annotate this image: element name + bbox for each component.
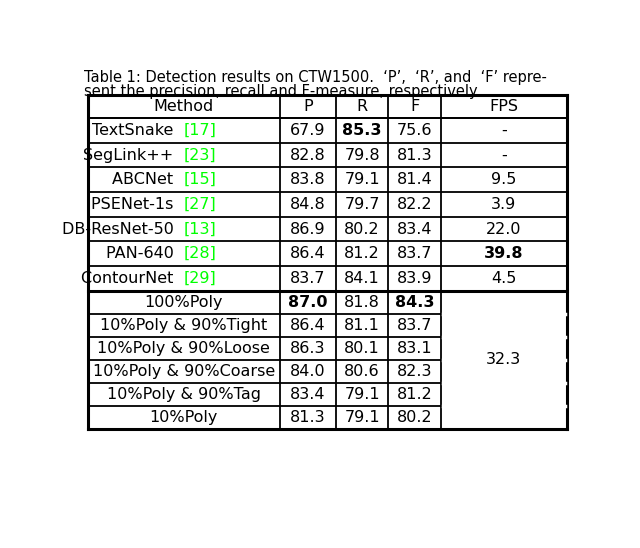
Text: 79.7: 79.7 bbox=[344, 197, 380, 212]
Text: 79.8: 79.8 bbox=[344, 147, 380, 163]
Text: 32.3: 32.3 bbox=[486, 352, 522, 367]
Text: [23]: [23] bbox=[184, 147, 216, 163]
Text: 83.9: 83.9 bbox=[397, 271, 433, 286]
Text: 67.9: 67.9 bbox=[290, 123, 326, 138]
Text: 81.3: 81.3 bbox=[397, 147, 433, 163]
Text: 39.8: 39.8 bbox=[484, 246, 524, 261]
Text: [27]: [27] bbox=[184, 197, 216, 212]
Text: 83.4: 83.4 bbox=[397, 221, 433, 237]
Text: PSENet-1s: PSENet-1s bbox=[92, 197, 184, 212]
Text: [13]: [13] bbox=[184, 221, 216, 237]
Text: 22.0: 22.0 bbox=[486, 221, 522, 237]
Text: 84.3: 84.3 bbox=[395, 295, 435, 310]
Text: [28]: [28] bbox=[184, 246, 217, 261]
Text: 81.2: 81.2 bbox=[397, 387, 433, 402]
Text: 4.5: 4.5 bbox=[492, 271, 516, 286]
Text: 80.1: 80.1 bbox=[344, 341, 380, 356]
Text: 84.8: 84.8 bbox=[290, 197, 326, 212]
Text: 80.2: 80.2 bbox=[397, 410, 433, 425]
Text: TextSnake: TextSnake bbox=[92, 123, 184, 138]
Text: 85.3: 85.3 bbox=[342, 123, 382, 138]
Text: DB-ResNet-50: DB-ResNet-50 bbox=[61, 221, 184, 237]
Text: 81.1: 81.1 bbox=[344, 318, 380, 333]
Text: R: R bbox=[356, 99, 367, 114]
Text: Method: Method bbox=[154, 99, 214, 114]
Text: 79.1: 79.1 bbox=[344, 172, 380, 187]
Text: 10%Poly: 10%Poly bbox=[150, 410, 218, 425]
Text: SegLink++: SegLink++ bbox=[83, 147, 184, 163]
Text: sent the precision, recall and F-measure, respectively.: sent the precision, recall and F-measure… bbox=[84, 84, 480, 99]
Text: 81.2: 81.2 bbox=[344, 246, 380, 261]
Text: 86.4: 86.4 bbox=[290, 318, 326, 333]
Text: 100%Poly: 100%Poly bbox=[145, 295, 223, 310]
Text: P: P bbox=[303, 99, 313, 114]
Text: 84.0: 84.0 bbox=[290, 364, 326, 379]
Text: 81.3: 81.3 bbox=[290, 410, 326, 425]
Text: Table 1: Detection results on CTW1500.  ‘P’,  ‘R’, and  ‘F’ repre-: Table 1: Detection results on CTW1500. ‘… bbox=[84, 70, 547, 85]
Text: 82.3: 82.3 bbox=[397, 364, 433, 379]
Text: 82.8: 82.8 bbox=[290, 147, 326, 163]
Text: 81.8: 81.8 bbox=[344, 295, 380, 310]
Text: 81.4: 81.4 bbox=[397, 172, 433, 187]
Text: 83.7: 83.7 bbox=[397, 318, 433, 333]
Text: 80.6: 80.6 bbox=[344, 364, 380, 379]
Text: 83.8: 83.8 bbox=[290, 172, 326, 187]
Text: ContourNet: ContourNet bbox=[81, 271, 184, 286]
Text: F: F bbox=[410, 99, 419, 114]
Text: ABCNet: ABCNet bbox=[113, 172, 184, 187]
Text: 10%Poly & 90%Coarse: 10%Poly & 90%Coarse bbox=[93, 364, 275, 379]
Text: 83.4: 83.4 bbox=[290, 387, 326, 402]
Text: [15]: [15] bbox=[184, 172, 217, 187]
Text: 3.9: 3.9 bbox=[492, 197, 516, 212]
Text: 10%Poly & 90%Tight: 10%Poly & 90%Tight bbox=[100, 318, 268, 333]
Text: 83.7: 83.7 bbox=[397, 246, 433, 261]
Text: PAN-640: PAN-640 bbox=[106, 246, 184, 261]
Text: 84.1: 84.1 bbox=[344, 271, 380, 286]
Text: 79.1: 79.1 bbox=[344, 387, 380, 402]
Text: 82.2: 82.2 bbox=[397, 197, 433, 212]
Text: 10%Poly & 90%Loose: 10%Poly & 90%Loose bbox=[97, 341, 270, 356]
Text: [29]: [29] bbox=[184, 271, 216, 286]
Text: 75.6: 75.6 bbox=[397, 123, 433, 138]
Text: [17]: [17] bbox=[184, 123, 217, 138]
Text: 80.2: 80.2 bbox=[344, 221, 380, 237]
Text: 83.7: 83.7 bbox=[290, 271, 326, 286]
Text: 86.3: 86.3 bbox=[290, 341, 326, 356]
Text: 9.5: 9.5 bbox=[492, 172, 516, 187]
Text: 79.1: 79.1 bbox=[344, 410, 380, 425]
Text: -: - bbox=[501, 123, 507, 138]
Text: 86.4: 86.4 bbox=[290, 246, 326, 261]
Text: 10%Poly & 90%Tag: 10%Poly & 90%Tag bbox=[107, 387, 261, 402]
Text: 86.9: 86.9 bbox=[290, 221, 326, 237]
Text: 87.0: 87.0 bbox=[288, 295, 328, 310]
Text: FPS: FPS bbox=[490, 99, 518, 114]
Text: -: - bbox=[501, 147, 507, 163]
Text: 83.1: 83.1 bbox=[397, 341, 433, 356]
